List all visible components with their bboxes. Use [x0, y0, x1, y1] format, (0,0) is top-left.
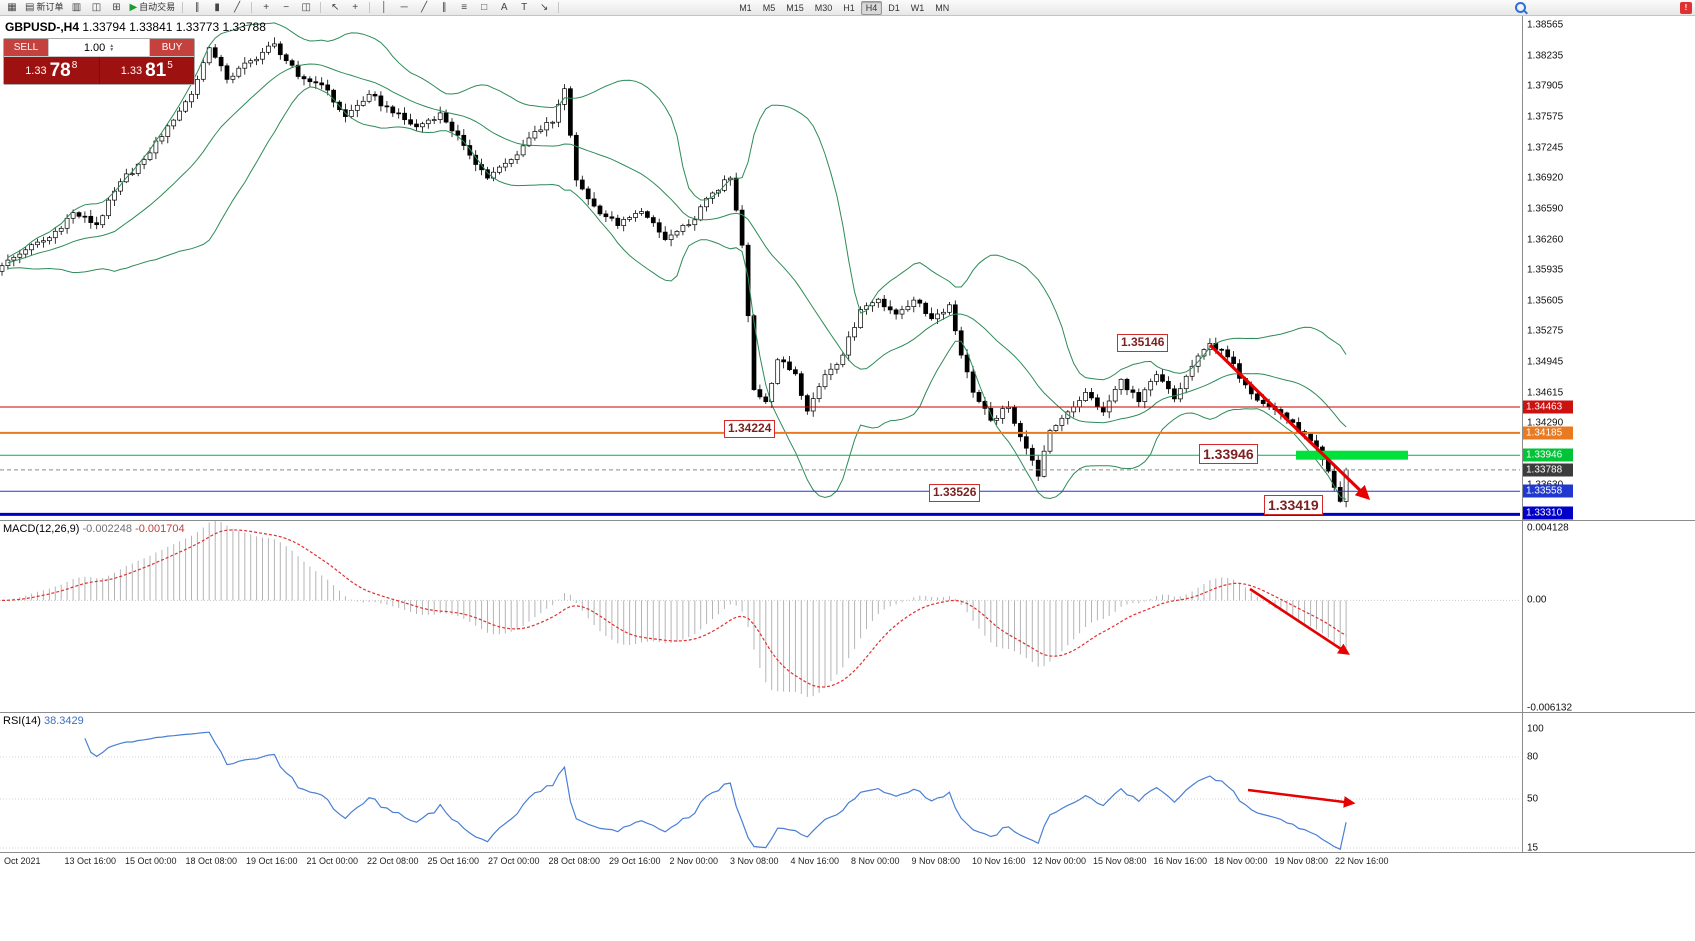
vertical-line-icon: │: [381, 1, 388, 13]
tile-windows-icon: ◫: [301, 1, 311, 13]
line-chart-button[interactable]: ╱: [228, 1, 246, 15]
buy-price-big: 81: [145, 59, 167, 81]
sell-price-main: 1.33: [25, 64, 47, 77]
market-watch-button[interactable]: ◫: [87, 1, 105, 15]
volume-input[interactable]: 1.00 ▲ ▼: [48, 39, 150, 56]
symbol-period-label: GBPUSD-,H4: [5, 20, 80, 34]
crosshair-button[interactable]: +: [346, 1, 364, 15]
vertical-line-button[interactable]: │: [375, 1, 393, 15]
market-watch-icon: ◫: [91, 1, 102, 13]
horizontal-line-button[interactable]: ─: [395, 1, 413, 15]
new-chart-icon: ▦: [7, 1, 17, 13]
buy-price-sup: 5: [167, 60, 173, 71]
rsi-layer: [0, 731, 1520, 851]
profiles-icon: ▥: [71, 1, 82, 13]
green-highlight-zone: [1296, 450, 1408, 460]
toolbar-separator: [182, 2, 184, 13]
text-button[interactable]: A: [495, 1, 513, 15]
main-toolbar: ▦ ▤ 新订单 ▥ ◫ ⊞ ▶ 自动交易 ∥ ▮ ╱ + − ◫ ↖ + │ ─ ╱ ∥ ≡ □ A T ↘ M1 M5 M15 M30…: [0, 0, 1695, 16]
candlestick-chart-icon: ▮: [214, 1, 220, 13]
buy-button[interactable]: BUY: [150, 39, 194, 56]
auto-trading-icon: ▶: [129, 1, 138, 13]
macd-panel-area[interactable]: [0, 521, 1520, 712]
buy-price-main: 1.33: [120, 64, 143, 77]
toolbar-right-group: !: [1515, 1, 1692, 14]
navigator-icon: ⊞: [112, 1, 121, 13]
timeframe-M1[interactable]: M1: [739, 2, 752, 13]
timeframe-MN[interactable]: MN: [935, 2, 950, 13]
volume-stepper[interactable]: ▲ ▼: [109, 42, 115, 53]
timeframe-M15[interactable]: M15: [786, 2, 804, 13]
crosshair-icon: +: [352, 1, 359, 13]
sell-price-sup: 8: [71, 60, 78, 71]
timeframe-D1[interactable]: D1: [888, 2, 900, 13]
trendline-button[interactable]: ╱: [415, 1, 433, 15]
timeframe-M5[interactable]: M5: [762, 2, 776, 13]
toolbar-separator: [558, 2, 560, 13]
auto-trading-button[interactable]: ▶ 自动交易: [127, 1, 177, 15]
line-chart-icon: ╱: [234, 1, 241, 13]
notification-icon[interactable]: !: [1680, 1, 1692, 14]
ohlc-values: 1.33794 1.33841 1.33773 1.33788: [82, 20, 266, 34]
timeframe-H1[interactable]: H1: [843, 2, 855, 13]
timeframe-W1[interactable]: W1: [910, 2, 925, 13]
auto-trading-button-label: 自动交易: [139, 2, 176, 12]
shapes-icon: □: [481, 1, 488, 13]
cursor-button[interactable]: ↖: [326, 1, 344, 15]
fibonacci-icon: ≡: [461, 1, 468, 13]
trendline-icon: ╱: [421, 1, 428, 13]
new-order-icon: ▤: [25, 1, 35, 13]
new-order-button[interactable]: ▤ 新订单: [23, 1, 65, 15]
arrow-tool-icon: ↘: [539, 1, 549, 13]
new-chart-button[interactable]: ▦: [3, 1, 21, 15]
horizontal-line-icon: ─: [400, 1, 408, 13]
text-icon: A: [500, 1, 508, 13]
equidistant-channel-button[interactable]: ∥: [435, 1, 453, 15]
tile-windows-button[interactable]: ◫: [297, 1, 315, 15]
toolbar-separator: [320, 2, 322, 13]
one-click-trade-panel: SELL 1.00 ▲ ▼ BUY 1.33 78 8 1.33 81 5: [3, 38, 195, 85]
toolbar-separator: [251, 2, 253, 13]
price-axis[interactable]: [1522, 16, 1695, 852]
zoom-out-button[interactable]: −: [277, 1, 295, 15]
shapes-button[interactable]: □: [475, 1, 493, 15]
buy-price-button[interactable]: 1.33 81 5: [98, 57, 194, 84]
sell-price-button[interactable]: 1.33 78 8: [4, 57, 99, 84]
text-label-icon: T: [521, 1, 528, 13]
toolbar-separator: [369, 2, 371, 13]
candles-layer: [0, 37, 1349, 508]
profiles-button[interactable]: ▥: [67, 1, 85, 15]
chart-title: GBPUSD-,H4 1.33794 1.33841 1.33773 1.337…: [5, 20, 266, 34]
main-chart-area[interactable]: [0, 16, 1520, 520]
equidistant-channel-icon: ∥: [441, 1, 447, 13]
timeframe-H4[interactable]: H4: [860, 0, 883, 15]
search-icon[interactable]: [1515, 2, 1526, 13]
volume-value: 1.00: [83, 41, 106, 54]
trend-arrow-main: [1208, 343, 1371, 501]
navigator-button[interactable]: ⊞: [107, 1, 125, 15]
sell-button[interactable]: SELL: [4, 39, 48, 56]
fibonacci-button[interactable]: ≡: [455, 1, 473, 15]
text-label-button[interactable]: T: [515, 1, 533, 15]
volume-up-icon[interactable]: ▲: [109, 42, 115, 49]
candlestick-chart-button[interactable]: ▮: [208, 1, 226, 15]
bar-chart-button[interactable]: ∥: [188, 1, 206, 15]
zoom-in-button[interactable]: +: [257, 1, 275, 15]
new-order-button-label: 新订单: [36, 2, 64, 12]
timeframe-group: M1 M5 M15 M30 H1 H4 D1 W1 MN: [734, 0, 954, 15]
bollinger-bands-layer: [7, 22, 1347, 500]
arrow-tool-button[interactable]: ↘: [535, 1, 553, 15]
sell-price-big: 78: [49, 59, 71, 81]
rsi-panel-area[interactable]: [0, 713, 1520, 852]
zoom-in-icon: +: [263, 1, 270, 13]
trend-arrow-macd: [1249, 587, 1350, 655]
cursor-icon: ↖: [330, 1, 340, 13]
volume-down-icon[interactable]: ▼: [109, 46, 115, 53]
time-axis[interactable]: [0, 852, 1522, 872]
timeframe-M30[interactable]: M30: [814, 2, 833, 13]
bar-chart-icon: ∥: [194, 1, 200, 13]
trend-arrow-rsi: [1247, 788, 1356, 808]
zoom-out-icon: −: [283, 1, 290, 13]
